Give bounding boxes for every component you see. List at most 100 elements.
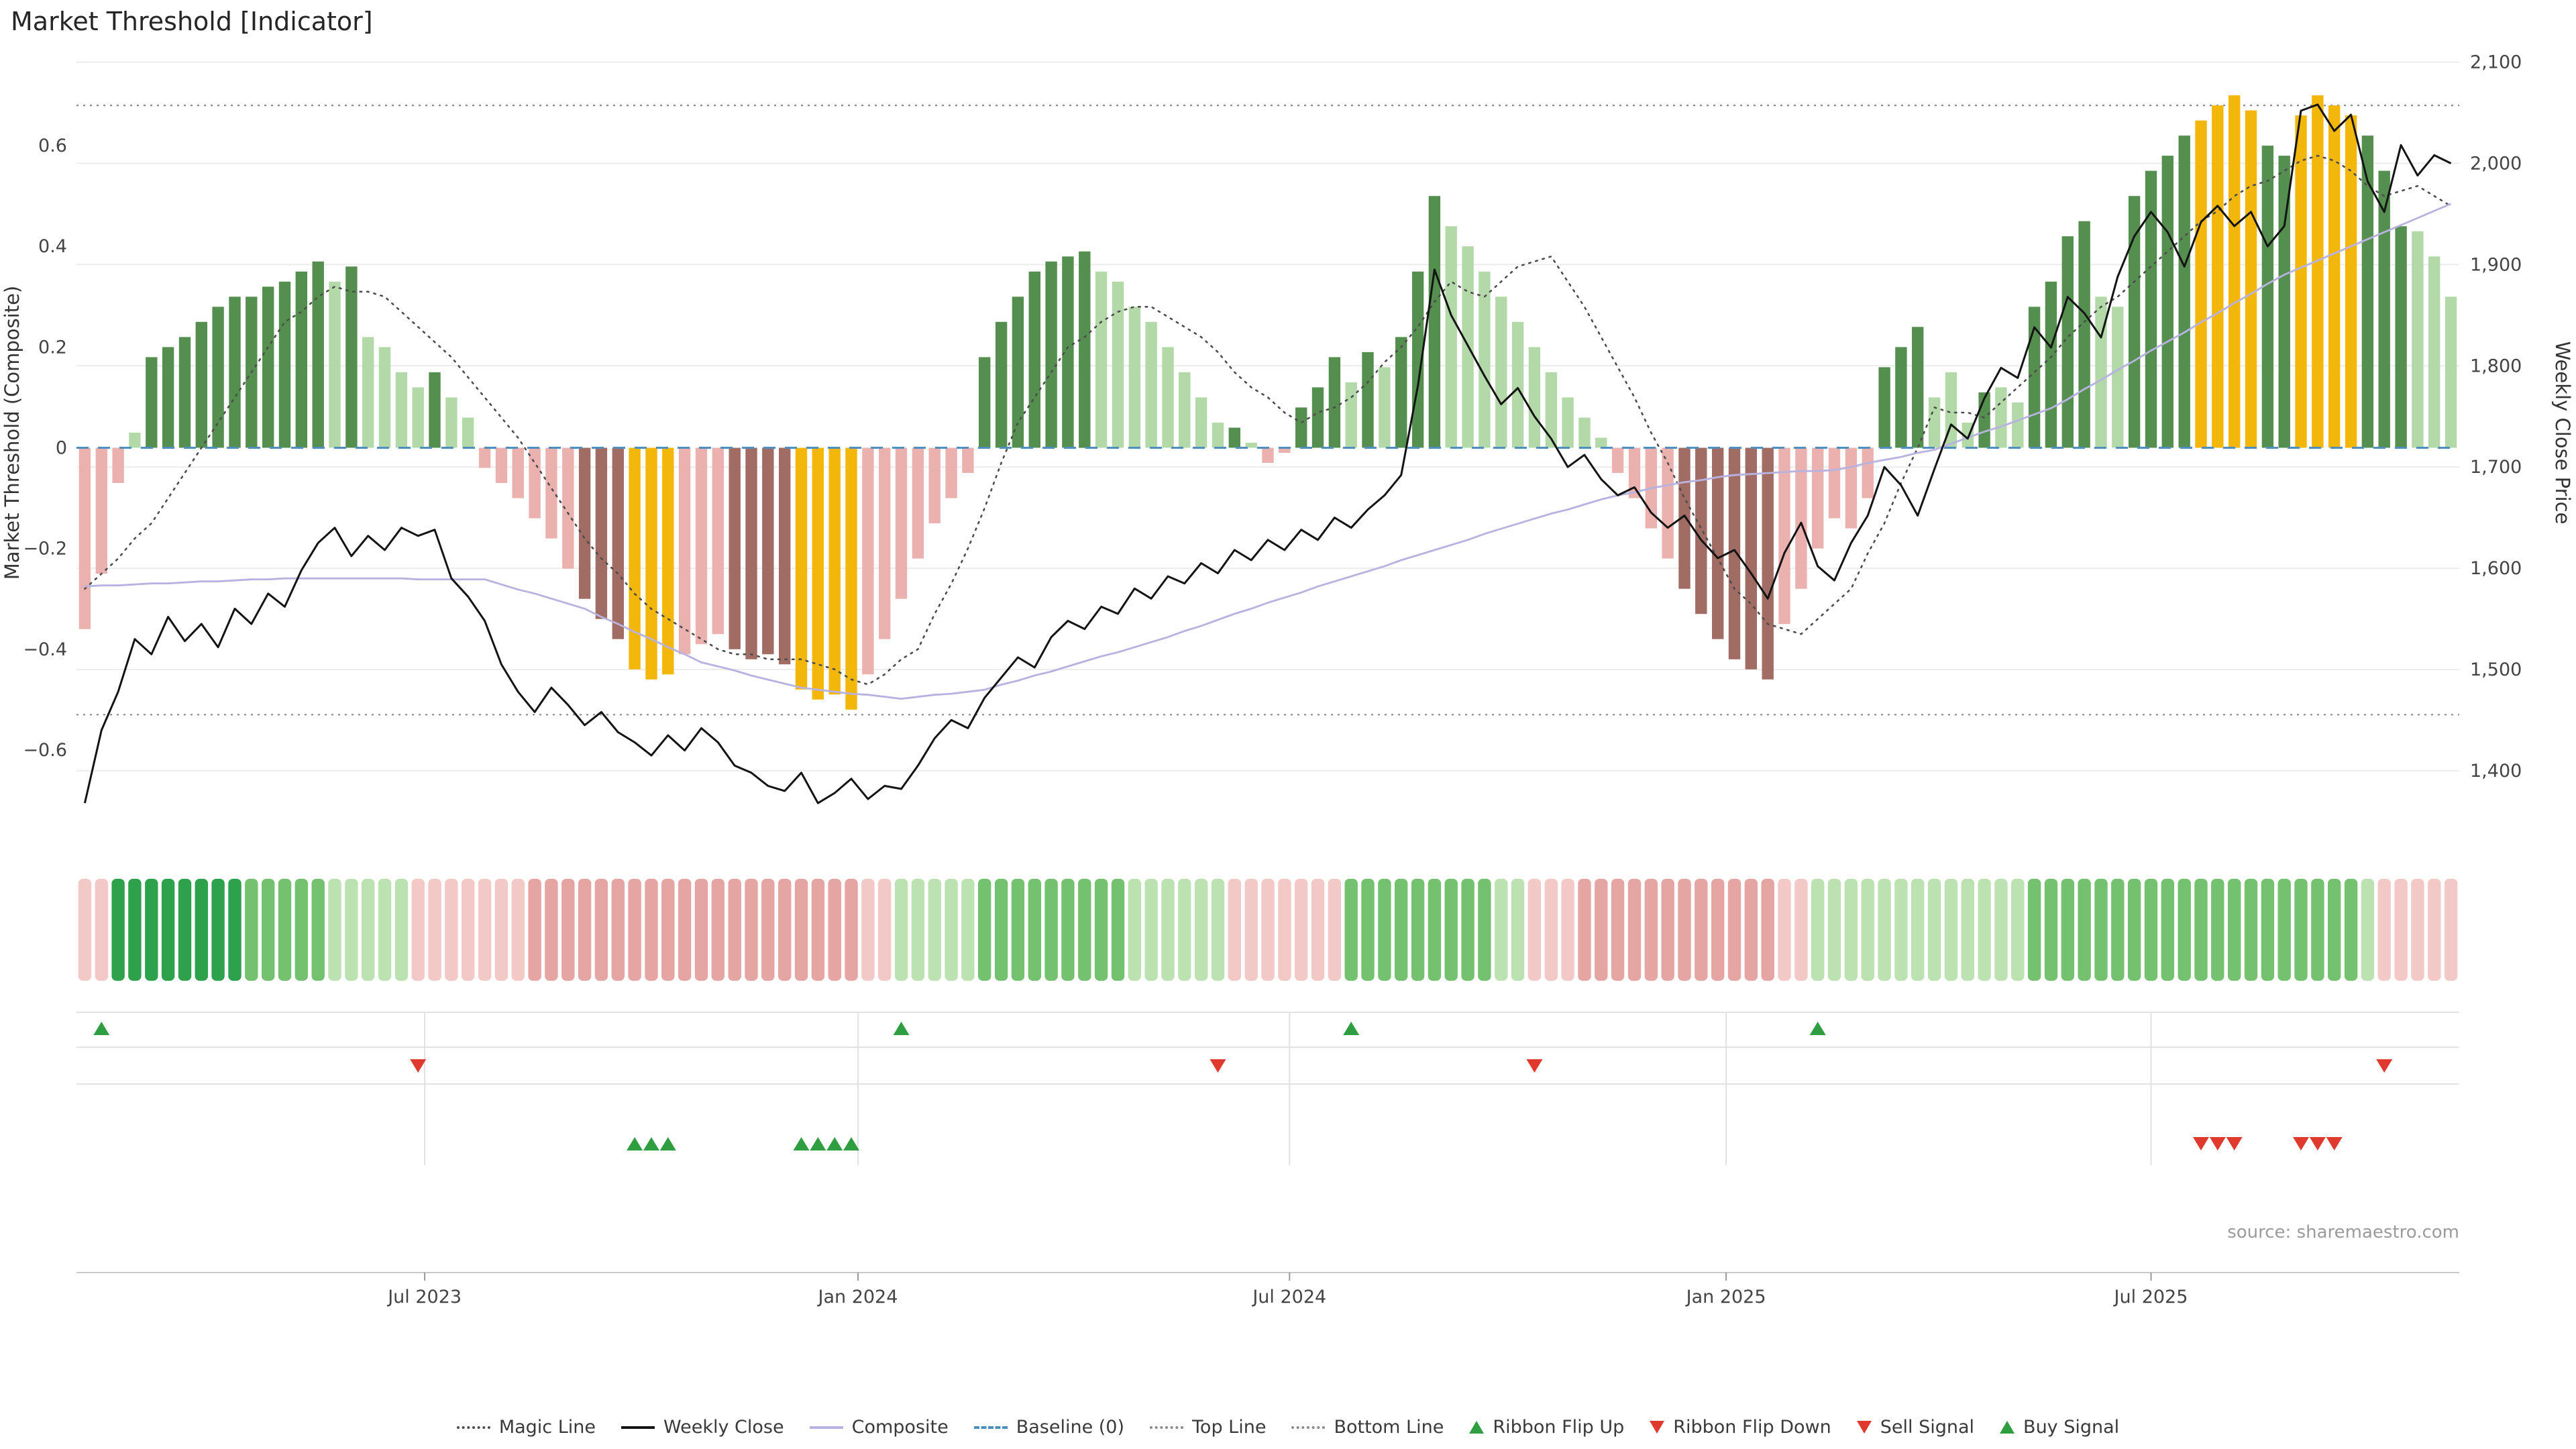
ribbon-cell (545, 879, 558, 981)
ribbon-cell (1161, 879, 1175, 981)
ribbon-cell (828, 879, 841, 981)
legend-item-buy-signal[interactable]: Buy Signal (2000, 1417, 2119, 1438)
buy-signal-marker (826, 1137, 843, 1150)
legend-label: Top Line (1192, 1417, 1267, 1438)
ribbon-cell (128, 879, 142, 981)
threshold-bar (2295, 115, 2307, 448)
legend-item-composite[interactable]: Composite (809, 1417, 949, 1438)
threshold-bar (1345, 382, 1357, 448)
legend-label: Buy Signal (2023, 1417, 2120, 1438)
threshold-bar (278, 281, 291, 448)
threshold-bar (762, 447, 774, 655)
line-swatch-icon (973, 1426, 1008, 1429)
threshold-bar (1045, 261, 1057, 448)
ribbon-cell (928, 879, 941, 981)
legend-item-sell-signal[interactable]: Sell Signal (1856, 1417, 1974, 1438)
x-axis-tick-label: Jan 2025 (1685, 1287, 1766, 1307)
legend-label: Ribbon Flip Up (1493, 1417, 1625, 1438)
right-axis-tick-label: 2,100 (2470, 52, 2522, 73)
ribbon-cell (861, 879, 875, 981)
threshold-bar (1912, 327, 1924, 448)
right-axis-tick-label: 1,600 (2470, 558, 2522, 579)
ribbon-cell (2294, 879, 2308, 981)
ribbon-cell (1578, 879, 1591, 981)
legend-item-bottom-line[interactable]: Bottom Line (1291, 1417, 1444, 1438)
legend-label: Bottom Line (1334, 1417, 1444, 1438)
threshold-bar (395, 372, 408, 448)
threshold-bar (1428, 196, 1441, 448)
threshold-bar (1179, 372, 1191, 448)
threshold-bar (295, 271, 307, 448)
threshold-bar (1812, 447, 1824, 549)
threshold-bar (795, 447, 808, 690)
right-axis-tick-label: 1,400 (2470, 761, 2522, 782)
threshold-bar (2161, 156, 2174, 448)
ribbon-cell (894, 879, 908, 981)
ribbon-cell (1195, 879, 1208, 981)
ribbon-cell (2261, 879, 2275, 981)
sell-signal-marker (2226, 1137, 2243, 1150)
ribbon-cell (1544, 879, 1558, 981)
ribbon-cell (494, 879, 508, 981)
triangle-up-icon (2000, 1421, 2015, 1434)
line-swatch-icon (456, 1426, 490, 1429)
threshold-bar (845, 447, 857, 710)
legend-item-ribbon-flip-up[interactable]: Ribbon Flip Up (1469, 1417, 1624, 1438)
legend-item-baseline-0-[interactable]: Baseline (0) (973, 1417, 1124, 1438)
threshold-bar (1828, 447, 1841, 519)
ribbon-flip-down-marker (2376, 1059, 2393, 1073)
legend-item-magic-line[interactable]: Magic Line (456, 1417, 596, 1438)
ribbon-cell (2377, 879, 2391, 981)
threshold-bar (2412, 231, 2424, 448)
left-axis-tick-label: −0.2 (23, 539, 67, 559)
threshold-bar (1545, 372, 1557, 448)
ribbon-cell (528, 879, 541, 981)
ribbon-cell (228, 879, 241, 981)
ribbon-cell (1627, 879, 1642, 981)
threshold-bar (1578, 417, 1591, 448)
left-axis-tick-label: 0.2 (38, 337, 67, 358)
ribbon-cell (1344, 879, 1358, 981)
ribbon-cell (1311, 879, 1325, 981)
threshold-bar (2212, 105, 2224, 448)
threshold-bar (1511, 321, 1524, 448)
ribbon-cell (845, 879, 858, 981)
ribbon-cell (1328, 879, 1342, 981)
ribbon-flip-up-marker (893, 1022, 910, 1035)
ribbon-cell (1461, 879, 1474, 981)
x-axis-tick-label: Jan 2024 (816, 1287, 898, 1307)
ribbon-cell (2228, 879, 2241, 981)
ribbon-cell (1411, 879, 1425, 981)
threshold-bar (212, 307, 224, 448)
legend-item-ribbon-flip-down[interactable]: Ribbon Flip Down (1650, 1417, 1831, 1438)
ribbon-cell (1827, 879, 1841, 981)
ribbon-cell (1794, 879, 1808, 981)
threshold-bar (1062, 256, 1074, 448)
ribbon-cell (1094, 879, 1108, 981)
legend-item-top-line[interactable]: Top Line (1150, 1417, 1266, 1438)
ribbon-cell (1727, 879, 1741, 981)
left-axis-tick-label: −0.4 (23, 639, 67, 660)
left-axis-title: Market Threshold (Composite) (1, 286, 23, 580)
ribbon-cell (1678, 879, 1691, 981)
legend-item-weekly-close[interactable]: Weekly Close (621, 1417, 784, 1438)
threshold-bar (1928, 397, 1941, 448)
threshold-bar (928, 447, 941, 524)
threshold-bar (1778, 447, 1790, 625)
ribbon-cell (1128, 879, 1141, 981)
ribbon-cell (428, 879, 441, 981)
threshold-bar (78, 447, 91, 629)
ribbon-cell (628, 879, 641, 981)
threshold-bar (162, 347, 174, 448)
ribbon-cell (195, 879, 208, 981)
threshold-bar (195, 321, 207, 448)
buy-signal-marker (659, 1137, 676, 1150)
ribbon-cell (2178, 879, 2191, 981)
threshold-bar (729, 447, 741, 649)
threshold-bar (2312, 95, 2324, 448)
ribbon-cell (2127, 879, 2141, 981)
threshold-bar (2061, 236, 2074, 448)
ribbon-cell (111, 879, 125, 981)
ribbon-cell (1894, 879, 1908, 981)
threshold-bar (1295, 407, 1307, 448)
